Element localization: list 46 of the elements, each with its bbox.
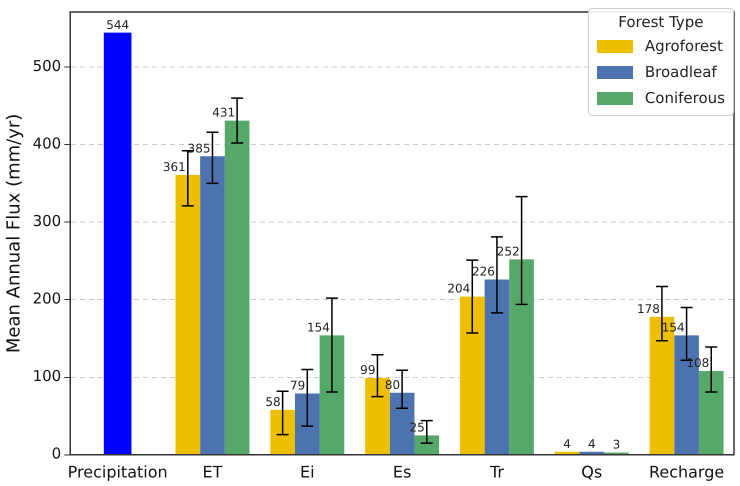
bar xyxy=(414,435,440,454)
data-label: 385 xyxy=(188,141,210,156)
y-axis-title: Mean Annual Flux (mm/yr) xyxy=(3,114,24,354)
x-tick-label: Qs xyxy=(581,462,602,482)
data-label: 4 xyxy=(588,436,596,451)
bar xyxy=(579,452,604,454)
data-label: 204 xyxy=(447,282,470,296)
bar xyxy=(224,120,250,454)
bar xyxy=(484,280,510,454)
data-label: 99 xyxy=(360,363,376,378)
bar xyxy=(509,259,534,454)
data-label: 154 xyxy=(307,320,330,334)
data-label: 252 xyxy=(496,244,520,259)
x-tick-label: ET xyxy=(202,462,223,482)
legend-label: Broadleaf xyxy=(644,62,717,83)
bar xyxy=(554,452,580,454)
x-tick-label: Ei xyxy=(300,462,315,482)
data-label: 178 xyxy=(637,302,660,316)
data-label: 79 xyxy=(290,378,306,393)
bar xyxy=(104,32,132,455)
x-tick-label: Recharge xyxy=(648,462,724,482)
bar xyxy=(320,335,344,454)
y-tick-label: 500 xyxy=(32,56,62,75)
y-tick-label: 100 xyxy=(32,367,62,386)
bar xyxy=(294,394,320,454)
legend-label: Agroforest xyxy=(644,36,723,57)
data-label: 58 xyxy=(265,394,281,409)
data-label: 544 xyxy=(106,18,130,32)
y-tick-label: 0 xyxy=(52,444,62,463)
bar xyxy=(270,410,295,454)
bar xyxy=(698,371,724,454)
bar xyxy=(200,156,225,454)
y-tick-label: 300 xyxy=(32,212,62,230)
bar xyxy=(175,174,200,454)
legend-label: Coniferous xyxy=(644,88,725,109)
x-tick-label: Precipitation xyxy=(68,462,168,482)
data-label: 3 xyxy=(612,438,620,452)
y-tick-label: 200 xyxy=(32,290,62,308)
data-label: 431 xyxy=(212,106,236,120)
x-tick-label: Es xyxy=(392,462,412,482)
y-tick-label: 400 xyxy=(32,134,62,152)
bar xyxy=(460,296,485,454)
data-label: 361 xyxy=(162,160,186,174)
x-tick-label: Tr xyxy=(488,462,504,482)
legend-title: Forest Type xyxy=(617,13,705,31)
data-label: 4 xyxy=(563,436,571,451)
